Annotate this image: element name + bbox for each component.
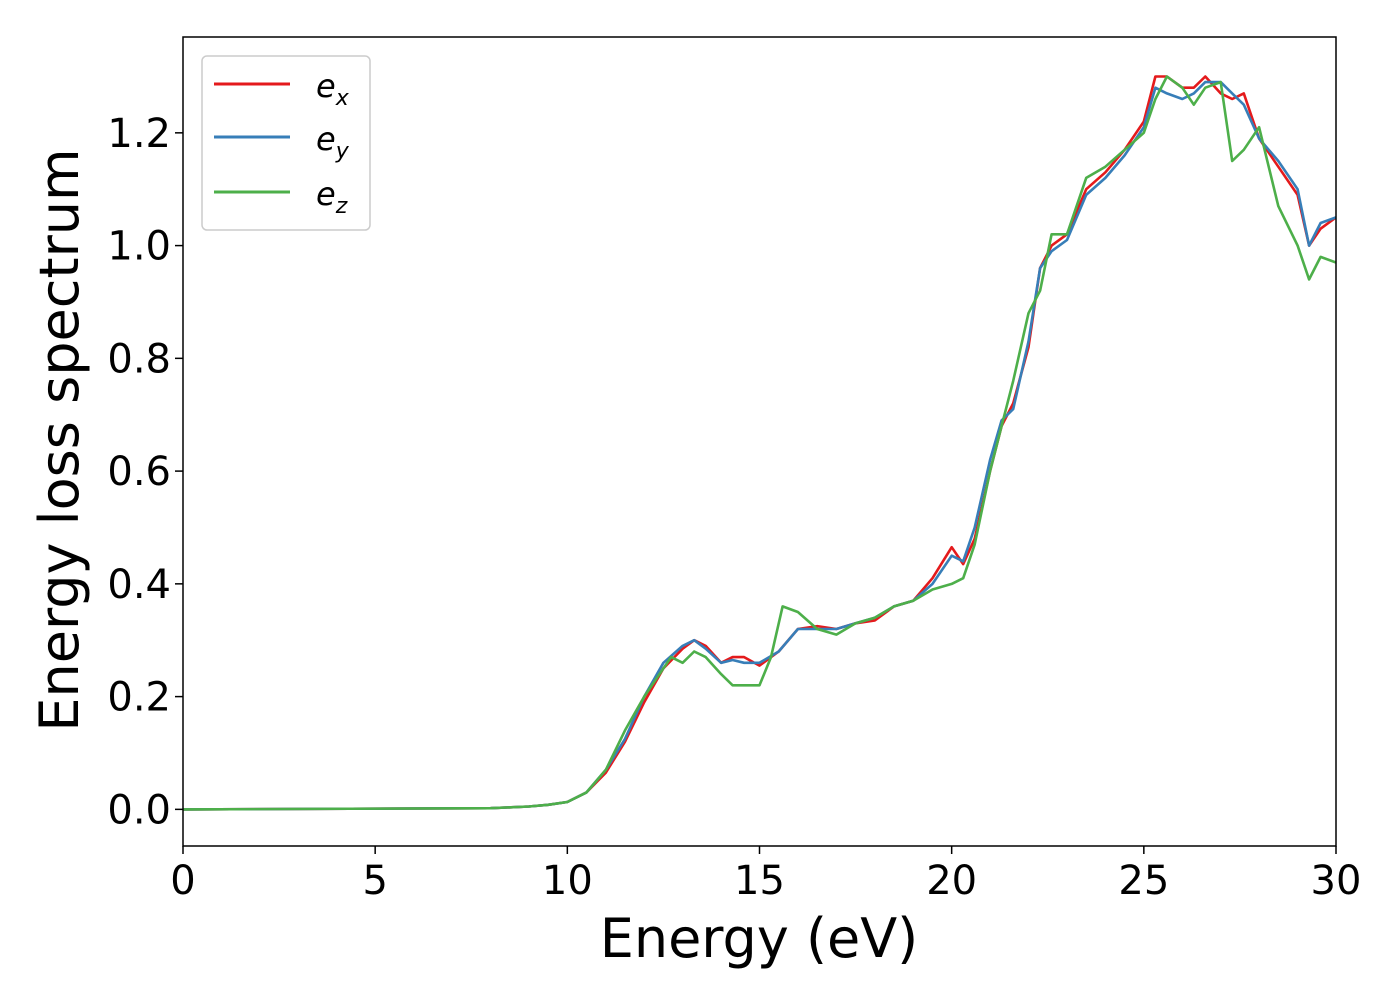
x-axis-title: Energy (eV) (600, 907, 919, 970)
y-tick-label: 0.6 (107, 449, 171, 495)
x-tick-label: 5 (362, 858, 387, 904)
series-line-ey (183, 80, 1336, 811)
x-tick-label: 10 (542, 858, 593, 904)
x-tick-label: 15 (734, 858, 785, 904)
x-tick-label: 30 (1311, 858, 1362, 904)
legend-item-ey: ey (214, 120, 350, 164)
x-tick-label: 0 (170, 858, 195, 904)
axes-ticks: 0 5 10 15 20 25 30 0.0 0.2 0.4 0.6 0.8 1.0 1.2 (107, 111, 1361, 904)
y-tick-label: 0.8 (107, 336, 171, 382)
legend-label-ez: ez (316, 175, 348, 219)
y-tick-label: 0.4 (107, 562, 171, 608)
y-tick-label: 1.0 (107, 224, 171, 270)
x-tick-label: 25 (1118, 858, 1169, 904)
legend-label-ey: ey (316, 120, 350, 164)
plot-area (183, 75, 1336, 811)
legend-label-ex: ex (316, 67, 350, 111)
legend: ex ey ez (201, 55, 371, 231)
legend-item-ex: ex (214, 67, 350, 111)
plot-frame (182, 36, 1337, 847)
x-tick-label: 20 (926, 858, 977, 904)
y-tick-label: 1.2 (107, 111, 171, 157)
legend-item-ez: ez (214, 175, 348, 219)
series-line-ez (183, 75, 1336, 811)
y-tick-label: 0.0 (107, 787, 171, 833)
legend-frame (201, 55, 371, 231)
y-tick-label: 0.2 (107, 675, 171, 721)
y-axis-title: Energy loss spectrum (28, 148, 91, 731)
